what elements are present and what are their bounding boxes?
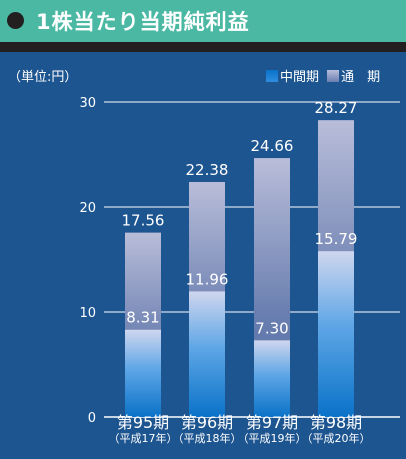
y-tick-label: 20 [79, 201, 96, 216]
chart-title: 1株当たり当期純利益 [36, 10, 250, 34]
legend: 中間期 通 期 [262, 66, 380, 85]
chart-header: 1株当たり当期純利益 [0, 0, 406, 42]
legend-swatch-interim [266, 70, 278, 82]
data-label-interim: 11.96 [186, 270, 229, 288]
legend-swatch-full [327, 70, 340, 82]
y-tick-label: 10 [79, 306, 96, 321]
data-label-full: 28.27 [315, 99, 358, 117]
bar-interim [125, 329, 161, 417]
bullet-icon [7, 12, 24, 29]
data-label-interim: 7.30 [255, 319, 288, 337]
y-tick-label: 0 [88, 411, 96, 426]
bar-interim [318, 251, 354, 417]
data-label-full: 24.66 [251, 137, 294, 155]
bar-interim [189, 291, 225, 417]
y-tick-label: 30 [79, 96, 96, 111]
data-label-full: 22.38 [186, 161, 229, 179]
legend-item-interim: 中間期 [266, 66, 319, 85]
data-label-interim: 15.79 [315, 230, 358, 248]
data-label-interim: 8.31 [126, 309, 159, 327]
data-label-full: 17.56 [122, 212, 165, 230]
legend-item-full: 通 期 [327, 66, 380, 85]
bar-interim [254, 340, 290, 417]
header-divider [0, 42, 406, 52]
legend-label-full: 通 期 [341, 70, 381, 85]
legend-label-interim: 中間期 [280, 70, 320, 85]
unit-label: （単位:円） [8, 70, 78, 85]
